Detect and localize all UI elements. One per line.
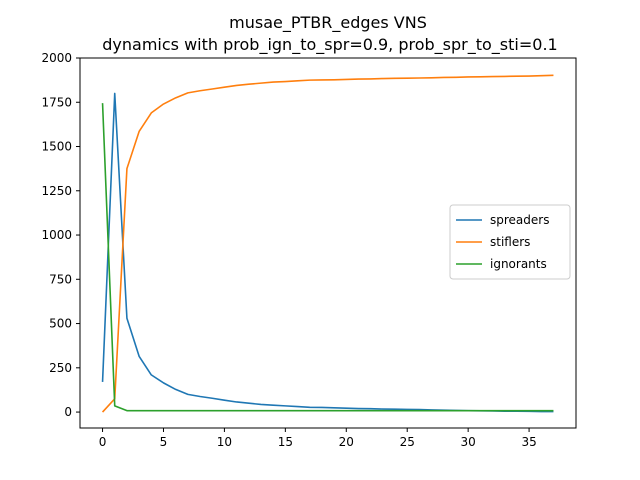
chart-title-line-1: musae_PTBR_edges VNS — [229, 13, 427, 33]
x-tick-label: 25 — [400, 435, 415, 449]
legend-label-stiflers: stiflers — [490, 235, 530, 249]
y-tick-label: 1750 — [41, 95, 72, 109]
y-tick-label: 1250 — [41, 184, 72, 198]
y-tick-label: 2000 — [41, 51, 72, 65]
y-tick-label: 750 — [49, 272, 72, 286]
series-line-stiflers — [101, 74, 554, 413]
x-tick-label: 15 — [278, 435, 293, 449]
series-line-ignorants — [101, 103, 554, 412]
x-tick-label: 0 — [99, 435, 107, 449]
series-lines — [101, 74, 554, 413]
y-tick-label: 0 — [64, 405, 72, 419]
legend: spreaders stiflers ignorants — [449, 204, 571, 280]
x-tick-label: 5 — [160, 435, 168, 449]
x-tick-label: 10 — [217, 435, 232, 449]
chart-title-line-2: dynamics with prob_ign_to_spr=0.9, prob_… — [102, 35, 557, 55]
y-tick-label: 500 — [49, 317, 72, 331]
y-tick-label: 1500 — [41, 140, 72, 154]
legend-label-ignorants: ignorants — [490, 257, 547, 271]
x-tick-label: 30 — [461, 435, 476, 449]
x-tick-label: 20 — [339, 435, 354, 449]
x-axis: 0 5 10 15 20 25 30 35 — [99, 428, 537, 449]
y-tick-label: 250 — [49, 361, 72, 375]
legend-box — [449, 204, 571, 280]
legend-label-spreaders: spreaders — [490, 213, 549, 227]
x-tick-label: 35 — [521, 435, 536, 449]
plot-area-frame — [79, 57, 577, 429]
y-axis: 0 250 500 750 1000 1250 1500 1750 2000 — [41, 51, 80, 419]
y-tick-label: 1000 — [41, 228, 72, 242]
